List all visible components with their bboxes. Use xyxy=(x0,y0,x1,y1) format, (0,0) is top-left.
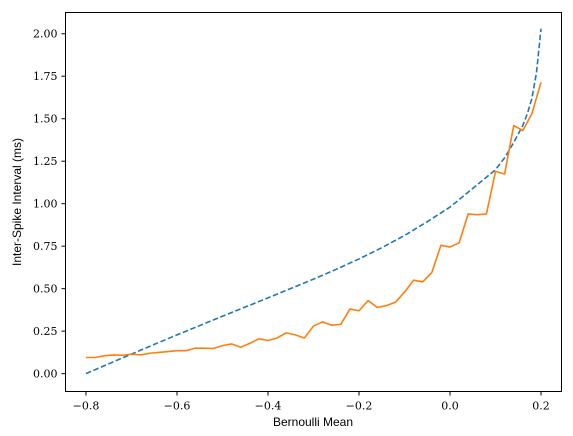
y-tick-label: 1.25 xyxy=(33,155,58,168)
plot-frame xyxy=(65,12,562,392)
x-tick-label: −0.4 xyxy=(255,400,282,413)
x-axis-label: Bernoulli Mean xyxy=(273,415,353,429)
ticks-layer: −0.8 −0.6 −0.4 −0.2 0.0 0.2 0.00 0.25 0.50 0.75 1.… xyxy=(33,28,550,413)
y-tick-label: 0.00 xyxy=(33,368,58,381)
y-tick-label: 1.00 xyxy=(33,198,58,211)
y-tick-label: 0.75 xyxy=(33,240,58,253)
x-tick-label: 0.2 xyxy=(532,400,550,413)
x-tick-label: −0.6 xyxy=(164,400,191,413)
series-line-solid xyxy=(85,81,542,359)
y-tick-label: 0.50 xyxy=(33,283,58,296)
y-tick-label: 1.50 xyxy=(33,113,58,126)
x-tick-label: 0.0 xyxy=(441,400,459,413)
series-layer xyxy=(85,28,542,375)
x-tick-label: −0.2 xyxy=(346,400,373,413)
y-tick-label: 0.25 xyxy=(33,325,58,338)
x-tick-label: −0.8 xyxy=(73,400,100,413)
series-line-dashed xyxy=(85,28,542,375)
y-tick-label: 1.75 xyxy=(33,70,58,83)
y-axis-label: Inter-Spike Interval (ms) xyxy=(10,138,24,266)
y-tick-label: 2.00 xyxy=(33,28,58,41)
